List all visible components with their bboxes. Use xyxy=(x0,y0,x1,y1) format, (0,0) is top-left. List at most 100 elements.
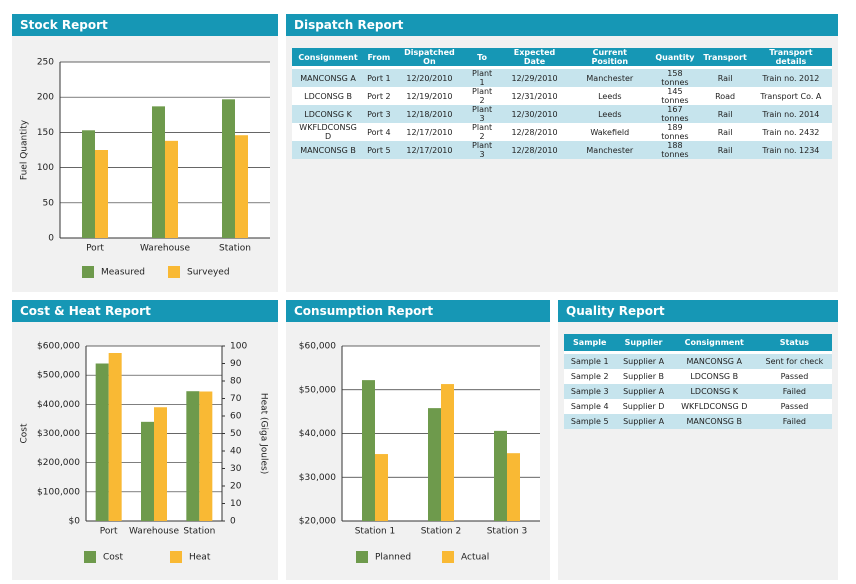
x-tick-label: Port xyxy=(86,244,104,254)
bar xyxy=(152,106,165,239)
bar xyxy=(141,421,154,521)
column-header: Quantity xyxy=(649,48,701,69)
table-cell: Supplier A xyxy=(615,384,672,399)
y-tick-label: $0 xyxy=(69,517,81,527)
table-cell: Passed xyxy=(756,369,832,384)
table-cell: Rail xyxy=(700,141,750,159)
table-cell: 12/19/2010 xyxy=(393,87,466,105)
table-cell: Manchester xyxy=(570,141,650,159)
table-cell: 12/20/2010 xyxy=(393,67,466,87)
table-cell: MANCONSG A xyxy=(671,352,757,369)
table-cell: 145 tonnes xyxy=(649,87,701,105)
x-tick-label: Warehouse xyxy=(140,244,190,254)
x-tick-label: Warehouse xyxy=(129,527,179,537)
column-header: Transport xyxy=(700,48,750,69)
bar xyxy=(186,391,200,521)
table-cell: 12/18/2010 xyxy=(393,105,466,123)
x-tick-label: Station xyxy=(219,244,251,254)
table-row: Sample 1 Supplier A MANCONSG A Sent for che… xyxy=(564,352,832,369)
y2-tick-label: 20 xyxy=(230,482,242,492)
table-cell: 12/28/2010 xyxy=(498,123,571,141)
y-axis-title: Fuel Quantity xyxy=(20,119,30,180)
legend-swatch xyxy=(356,551,368,563)
bar xyxy=(441,384,454,521)
table-cell: 12/31/2010 xyxy=(498,87,571,105)
table-cell: Port 3 xyxy=(364,105,394,123)
table-cell: WKFLDCONSG D xyxy=(292,123,365,141)
y-tick-label: $100,000 xyxy=(37,487,80,497)
legend-label: Cost xyxy=(103,553,123,563)
table-cell: Manchester xyxy=(570,67,650,87)
y2-axis-title: Heat (Giga Joules) xyxy=(259,393,269,474)
table-cell: MANCONSG B xyxy=(292,141,365,159)
table-row: Sample 5 Supplier A MANCONSG B Failed xyxy=(564,414,832,429)
column-header: From xyxy=(364,48,394,69)
bar xyxy=(375,454,388,521)
bar xyxy=(95,363,109,521)
column-header: Sample xyxy=(564,334,616,354)
x-tick-label: Port xyxy=(100,527,118,537)
chart: 0 50 100 150 200 250 Fuel Quantity Port Warehous… xyxy=(20,58,270,278)
bar xyxy=(108,353,122,521)
y2-tick-label: 0 xyxy=(230,517,236,527)
table-row: Sample 3 Supplier A LDCONSG K Failed xyxy=(564,384,832,399)
table-cell: 12/29/2010 xyxy=(498,67,571,87)
bar xyxy=(362,380,375,521)
y2-tick-label: 50 xyxy=(230,429,242,439)
table-cell: WKFLDCONSG D xyxy=(671,399,757,414)
header-row: Consignment From Dispatched On To Expected D… xyxy=(292,48,832,69)
table-cell: LDCONSG K xyxy=(671,384,757,399)
table-cell: MANCONSG B xyxy=(671,414,757,429)
x-tick-label: Station xyxy=(183,527,215,537)
y-tick-label: $30,000 xyxy=(299,473,336,483)
column-header: Supplier xyxy=(615,334,672,354)
table-cell: Port 4 xyxy=(364,123,394,141)
table-row: LDCONSG K Port 3 12/18/2010 Plant 3 12/30/20… xyxy=(292,105,832,123)
column-header: Status xyxy=(756,334,832,354)
table-cell: 12/17/2010 xyxy=(393,123,466,141)
column-header: Current Position xyxy=(570,48,650,69)
legend-swatch xyxy=(170,551,182,563)
consumption-panel: Consumption Report $20,000 $30,000 $40,000… xyxy=(286,300,550,580)
chart: $20,000 $30,000 $40,000 $50,000 $60,000 Stati… xyxy=(299,342,540,563)
y-tick-label: $400,000 xyxy=(37,400,80,410)
y2-tick-label: 60 xyxy=(230,412,242,422)
table-cell: Train no. 2014 xyxy=(749,105,832,123)
table-row: MANCONSG B Port 5 12/17/2010 Plant 3 12/28/2… xyxy=(292,141,832,159)
dispatch-panel: Dispatch Report Consignment From Dispatche… xyxy=(286,14,838,292)
table-row: Sample 2 Supplier B LDCONSG B Passed xyxy=(564,369,832,384)
bar xyxy=(507,453,520,521)
y-axis-title: Cost xyxy=(20,423,30,443)
table-cell: Train no. 2012 xyxy=(749,67,832,87)
y-tick-label: 100 xyxy=(37,163,54,173)
table-cell: Port 1 xyxy=(364,67,394,87)
bar xyxy=(235,135,248,238)
y2-tick-label: 10 xyxy=(230,499,242,509)
table-cell: 189 tonnes xyxy=(649,123,701,141)
table-cell: Sample 3 xyxy=(564,384,616,399)
legend-label: Surveyed xyxy=(187,268,230,278)
table-cell: Rail xyxy=(700,105,750,123)
bar xyxy=(95,150,108,238)
y-tick-label: $40,000 xyxy=(299,429,336,439)
table-row: LDCONSG B Port 2 12/19/2010 Plant 2 12/31/20… xyxy=(292,87,832,105)
bar xyxy=(222,99,235,238)
table-cell: 188 tonnes xyxy=(649,141,701,159)
table-cell: Sent for check xyxy=(756,352,832,369)
table-cell: Train no. 2432 xyxy=(749,123,832,141)
table-cell: Sample 4 xyxy=(564,399,616,414)
bar xyxy=(154,407,167,521)
panel-title: Cost & Heat Report xyxy=(12,300,278,322)
table-cell: Port 2 xyxy=(364,87,394,105)
panel-title: Dispatch Report xyxy=(286,14,838,36)
table-row: MANCONSG A Port 1 12/20/2010 Plant 1 12/29/2… xyxy=(292,67,832,87)
panel-title: Consumption Report xyxy=(286,300,550,322)
y-tick-label: $600,000 xyxy=(37,342,80,352)
table-cell: Leeds xyxy=(570,105,650,123)
y2-tick-label: 30 xyxy=(230,464,242,474)
table-cell: Plant 3 xyxy=(465,105,499,123)
table-cell: Train no. 1234 xyxy=(749,141,832,159)
legend-label: Measured xyxy=(101,268,145,278)
y2-tick-label: 40 xyxy=(230,447,242,457)
y2-tick-label: 90 xyxy=(230,359,242,369)
